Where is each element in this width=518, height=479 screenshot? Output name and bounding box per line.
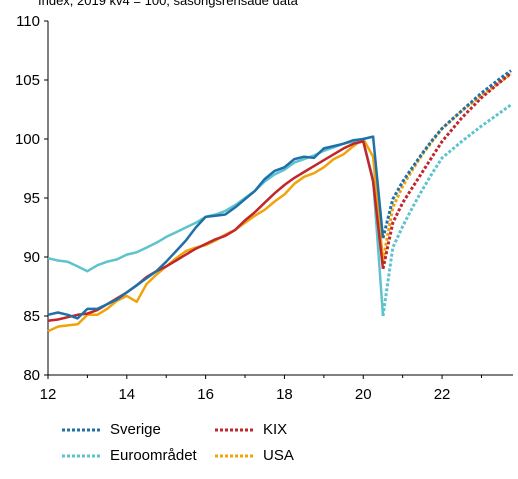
legend-swatch-sverige	[62, 428, 102, 431]
tick-labels: 80 85 90 95 100 105 110 12 14 16 18 20 22	[15, 13, 450, 403]
legend-swatch-kix	[215, 428, 255, 431]
legend-swatch-euroomradet	[62, 454, 102, 457]
legend-item-kix: KIX	[215, 421, 287, 438]
forecast-line-kix	[381, 71, 512, 270]
forecast-line-sverige	[381, 69, 512, 239]
y-tick-label: 85	[23, 308, 40, 325]
x-tick-label: 12	[40, 386, 57, 403]
outcome-line-euroomr-det	[47, 140, 385, 317]
axes	[44, 20, 513, 379]
outcome-line-sverige	[47, 135, 385, 320]
chart-subtitle: Index, 2019 kv4 = 100, säsongsrensade da…	[38, 0, 298, 8]
legend-item-usa: USA	[215, 447, 294, 464]
legend-label-usa: USA	[263, 447, 294, 464]
legend-item-euroomradet: Euroområdet	[62, 447, 197, 464]
x-tick-label: 20	[355, 386, 372, 403]
y-tick-label: 80	[23, 367, 40, 384]
x-tick-label: 14	[118, 386, 135, 403]
forecast-line-usa	[381, 72, 512, 261]
outcome-line-usa	[47, 137, 385, 333]
x-tick-label: 18	[276, 386, 293, 403]
legend-item-sverige: Sverige	[62, 421, 161, 438]
y-tick-label: 110	[16, 13, 40, 30]
x-tick-label: 22	[434, 386, 451, 403]
legend-label-kix: KIX	[263, 421, 288, 438]
y-tick-label: 105	[15, 72, 40, 89]
legend-swatch-usa	[215, 454, 255, 457]
y-tick-label: 95	[23, 190, 40, 207]
outcome-line-kix	[47, 140, 385, 322]
y-tick-label: 90	[23, 249, 40, 266]
legend-label-sverige: Sverige	[110, 421, 161, 438]
series-lines	[47, 69, 512, 333]
forecast-line-euroomr-det	[381, 103, 512, 317]
x-tick-label: 16	[197, 386, 214, 403]
y-tick-label: 100	[15, 131, 40, 148]
legend-label-euroomradet: Euroområdet	[110, 447, 197, 464]
